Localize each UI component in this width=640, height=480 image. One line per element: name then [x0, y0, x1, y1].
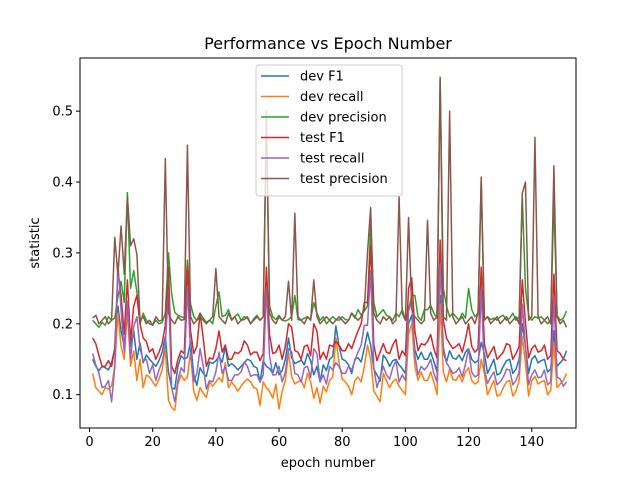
- legend-label-dev-recall: dev recall: [300, 90, 363, 105]
- y-tick-label: 0.3: [52, 246, 73, 261]
- x-tick-label: 40: [208, 435, 225, 450]
- x-tick-label: 120: [456, 435, 481, 450]
- x-tick-label: 20: [144, 435, 161, 450]
- series-line-test-precision: [92, 77, 568, 328]
- series-line-test-recall: [91, 262, 568, 403]
- y-tick-label: 0.4: [52, 176, 73, 191]
- x-tick-label: 140: [519, 435, 544, 450]
- plot-area: [79, 57, 577, 429]
- x-tick-label: 100: [393, 435, 418, 450]
- series-line-dev-recall: [91, 303, 568, 412]
- y-tick-label: 0.5: [52, 105, 73, 120]
- y-tick-label: 0.2: [52, 317, 73, 332]
- legend-label-test-recall: test recall: [300, 152, 365, 167]
- x-axis: 0 20 40 60 80 100 120 140: [85, 428, 544, 450]
- y-axis-label: statistic: [28, 217, 43, 268]
- x-tick-label: 60: [271, 435, 288, 450]
- legend: dev F1 dev recall dev precision test F1 test…: [255, 64, 403, 197]
- chart-title: Performance vs Epoch Number: [204, 34, 452, 53]
- x-tick-label: 80: [334, 435, 351, 450]
- legend-label-test-f1: test F1: [300, 131, 345, 146]
- plot-frame: [79, 57, 577, 429]
- x-axis-label: epoch number: [281, 456, 376, 471]
- x-tick-label: 0: [85, 435, 93, 450]
- y-tick-label: 0.1: [52, 388, 73, 403]
- legend-label-dev-f1: dev F1: [300, 70, 344, 85]
- legend-label-test-precision: test precision: [300, 172, 388, 187]
- y-axis: 0.1 0.2 0.3 0.4 0.5: [52, 105, 80, 403]
- series-group: [91, 76, 568, 412]
- legend-box: [255, 64, 403, 197]
- legend-label-dev-precision: dev precision: [300, 111, 387, 126]
